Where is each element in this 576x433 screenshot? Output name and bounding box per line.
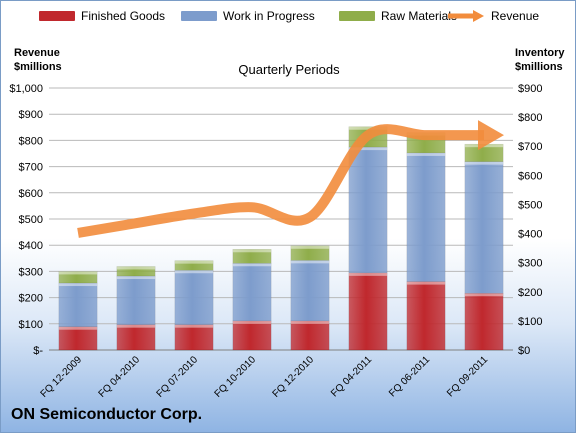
bar-top-highlight [290, 320, 330, 324]
legend-label: Raw Materials [381, 9, 458, 23]
bar-segment [464, 161, 504, 294]
x-tick-label: FQ 12-2010 [271, 354, 317, 400]
bar-top-highlight [232, 320, 272, 324]
right-tick-label: $600 [518, 170, 542, 182]
right-tick-label: $700 [518, 141, 542, 153]
legend-item-finished-goods: Finished Goods [39, 9, 165, 23]
bar-top-highlight [174, 260, 214, 264]
bar-segment [116, 275, 156, 325]
right-tick-label: $500 [518, 199, 542, 211]
legend-swatch [339, 11, 375, 21]
bar-segment [290, 260, 330, 322]
x-tick-label: FQ 09-2011 [445, 354, 490, 399]
bar-segment [464, 292, 504, 351]
bar-segment [58, 326, 98, 351]
left-tick-label: $400 [19, 240, 43, 252]
right-tick-label: $300 [518, 258, 542, 270]
legend-item-raw-materials: Raw Materials [339, 9, 457, 23]
left-tick-label: $700 [19, 162, 43, 174]
left-tick-label: $200 [19, 293, 43, 305]
bar-segment [174, 269, 214, 325]
bar-segment [174, 324, 214, 351]
legend: Finished Goods Work in Progress Raw Mate… [1, 9, 575, 29]
bar-segment [58, 271, 98, 284]
bar-segment [116, 266, 156, 277]
bar-segment [348, 146, 388, 274]
left-tick-label: $500 [19, 214, 43, 226]
bar-top-highlight [116, 276, 156, 280]
bar-top-highlight [290, 245, 330, 249]
bar-segment [406, 152, 446, 282]
bar-top-highlight [348, 272, 388, 276]
bar-segment [232, 320, 272, 351]
left-tick-label: $300 [19, 266, 43, 278]
x-tick-label: FQ 12-2009 [39, 354, 85, 400]
bar-top-highlight [406, 152, 446, 156]
bar-segment [406, 281, 446, 351]
bar-top-highlight [58, 283, 98, 287]
left-tick-label: $1,000 [9, 83, 43, 95]
right-tick-label: $900 [518, 83, 542, 95]
bar-top-highlight [232, 249, 272, 253]
left-tick-label: $800 [19, 135, 43, 147]
chart-title: Quarterly Periods [238, 62, 340, 77]
bar-top-highlight [406, 281, 446, 285]
bar-top-highlight [58, 271, 98, 275]
legend-arrow-icon [448, 10, 484, 22]
bar-top-highlight [174, 270, 214, 274]
legend-label: Finished Goods [81, 9, 166, 23]
bar-top-highlight [116, 266, 156, 270]
bar-segment [290, 245, 330, 261]
legend-item-work-in-progress: Work in Progress [181, 9, 315, 23]
right-tick-label: $400 [518, 229, 542, 241]
bar-segment [58, 282, 98, 327]
x-tick-label: FQ 06-2011 [387, 354, 432, 399]
right-axis-title: Inventory $millions [515, 47, 565, 73]
bar-segment [348, 272, 388, 351]
left-tick-label: $- [33, 345, 43, 357]
bar-top-highlight [348, 147, 388, 151]
revenue-arrowhead [478, 120, 504, 151]
bar-top-highlight [116, 324, 156, 328]
revenue-line [77, 124, 484, 238]
bar-segment [232, 249, 272, 264]
bar-top-highlight [464, 293, 504, 297]
right-tick-label: $200 [518, 287, 542, 299]
legend-swatch [39, 11, 75, 21]
bar-top-highlight [290, 260, 330, 264]
x-tick-label: FQ 07-2010 [155, 354, 201, 400]
left-tick-label: $100 [19, 319, 43, 331]
bar-segment [290, 320, 330, 351]
x-tick-label: FQ 10-2010 [213, 354, 259, 400]
legend-label: Revenue [491, 9, 540, 23]
right-tick-label: $0 [518, 345, 530, 357]
legend-item-revenue: Revenue [447, 9, 539, 23]
bar-top-highlight [232, 263, 272, 267]
right-tick-label: $800 [518, 112, 542, 124]
bar-segment [116, 324, 156, 351]
right-tick-label: $100 [518, 316, 542, 328]
bar-top-highlight [464, 161, 504, 165]
bar-top-highlight [348, 126, 388, 130]
bar-segment [174, 260, 214, 271]
bar-segment [232, 262, 272, 322]
left-tick-label: $600 [19, 188, 43, 200]
bar-top-highlight [58, 326, 98, 330]
company-name: ON Semiconductor Corp. [11, 406, 203, 423]
legend-swatch [181, 11, 217, 21]
left-tick-label: $900 [19, 109, 43, 121]
bar-top-highlight [174, 324, 214, 328]
legend-label: Work in Progress [223, 9, 315, 23]
x-tick-label: FQ 04-2010 [97, 354, 143, 400]
x-tick-label: FQ 04-2011 [329, 354, 374, 399]
left-axis-title: Revenue $millions [14, 47, 62, 73]
